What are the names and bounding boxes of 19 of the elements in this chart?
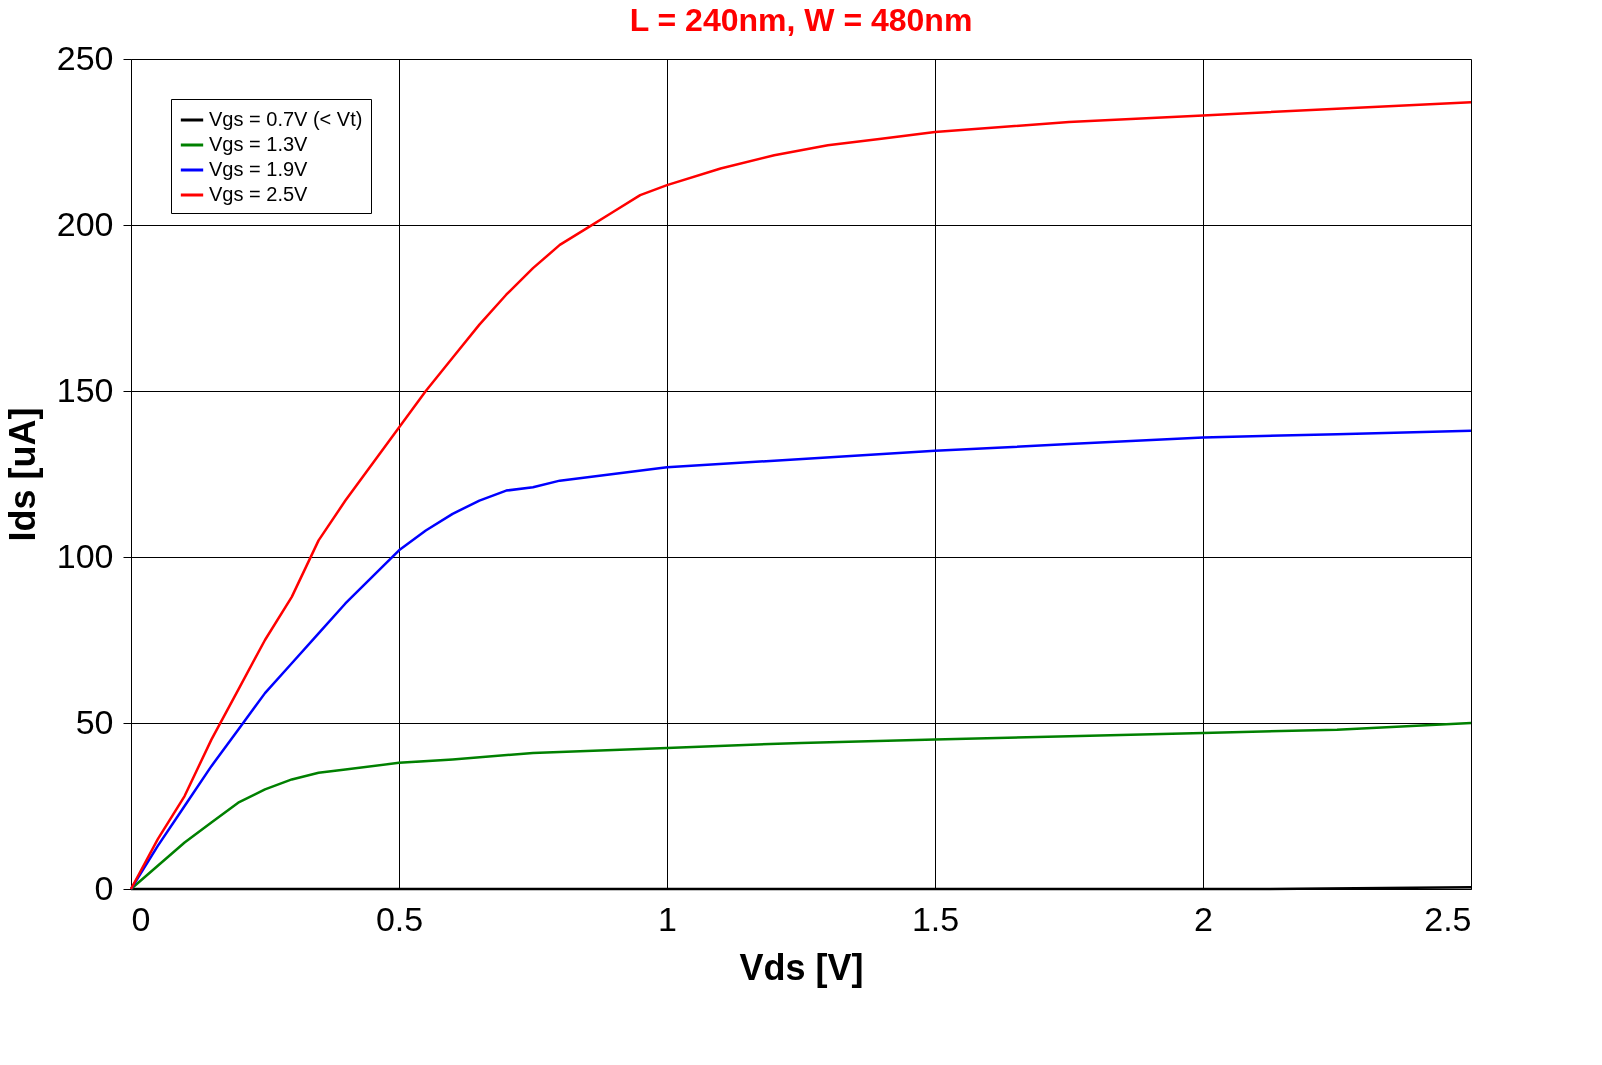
y-tick-label: 150 [56,370,114,409]
chart-title: L = 240nm, W = 480nm [629,2,973,38]
y-tick-label: 0 [94,868,114,907]
x-axis-title: Vds [V] [739,946,864,988]
y-tick-label: 100 [56,536,114,575]
y-tick-label: 250 [56,38,114,77]
legend-label: Vgs = 1.3V [209,133,309,155]
legend-label: Vgs = 2.5V [209,183,309,205]
x-tick-label: 1.5 [911,899,960,938]
legend-label: Vgs = 1.9V [209,158,309,180]
x-tick-label: 1 [658,899,677,938]
x-tick-label: 0 [131,899,151,938]
y-tick-label: 200 [56,204,114,243]
y-axis-title: Ids [uA] [1,407,43,542]
x-tick-label: 0.5 [375,899,424,938]
x-tick-label: 2 [1194,899,1213,938]
legend-label: Vgs = 0.7V (< Vt) [209,108,363,130]
x-tick-label: 2.5 [1424,899,1472,938]
y-tick-label: 50 [75,702,114,741]
